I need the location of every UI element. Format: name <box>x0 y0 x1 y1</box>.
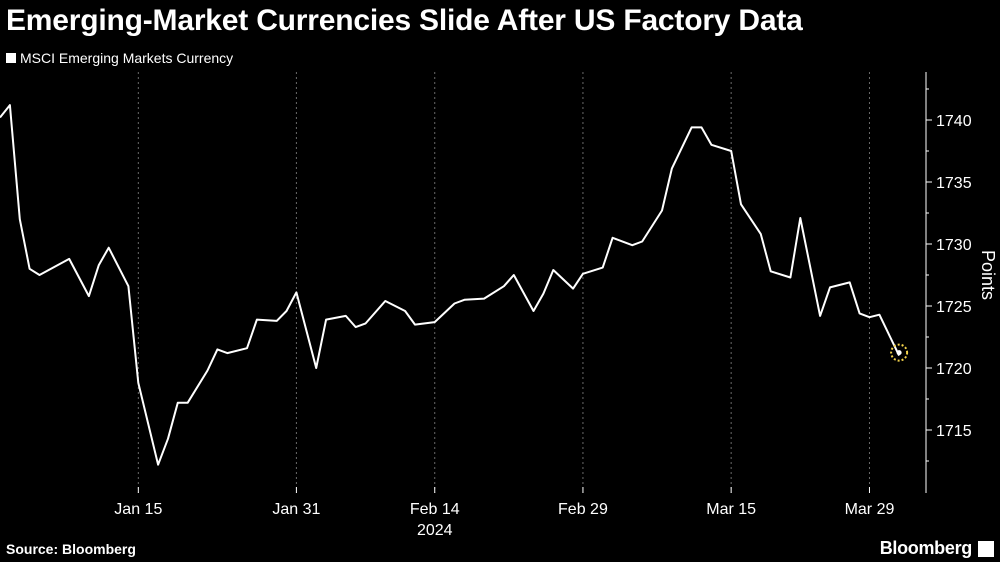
x-tick-label: Mar 29 <box>845 501 895 518</box>
grid-lines <box>137 72 870 493</box>
source-note: Source: Bloomberg <box>6 541 136 557</box>
x-tick-label: Mar 15 <box>706 501 756 518</box>
last-point-dot <box>896 350 902 356</box>
x-tick-label: Jan 31 <box>272 501 320 518</box>
legend-label: MSCI Emerging Markets Currency <box>20 50 234 66</box>
x-tick-label: Jan 15 <box>114 501 162 518</box>
y-tick-label: 1740 <box>936 113 972 130</box>
legend: MSCI Emerging Markets Currency <box>6 50 233 66</box>
brand-mark-icon <box>978 541 994 557</box>
chart-title: Emerging-Market Currencies Slide After U… <box>6 4 803 37</box>
series-line <box>0 104 901 466</box>
tick-labels: 1715 1720 1725 1730 1735 1740 Jan 15 Jan 31 Feb … <box>114 88 972 518</box>
axes: Points 2024 <box>417 72 998 539</box>
x-tick-label: Feb 29 <box>558 501 608 518</box>
last-value-marker <box>890 343 909 362</box>
y-tick-label: 1725 <box>936 299 972 316</box>
x-axis-year-label: 2024 <box>417 522 453 539</box>
y-axis-title: Points <box>978 250 998 300</box>
x-tick-label: Feb 14 <box>410 501 460 518</box>
brand-logo-text: Bloomberg <box>879 538 973 558</box>
series <box>0 104 901 466</box>
legend-swatch <box>6 53 16 63</box>
y-tick-label: 1720 <box>936 361 972 378</box>
y-tick-label: 1715 <box>936 423 972 440</box>
last-point-ring <box>890 343 909 362</box>
y-tick-label: 1730 <box>936 237 972 254</box>
y-tick-label: 1735 <box>936 175 972 192</box>
